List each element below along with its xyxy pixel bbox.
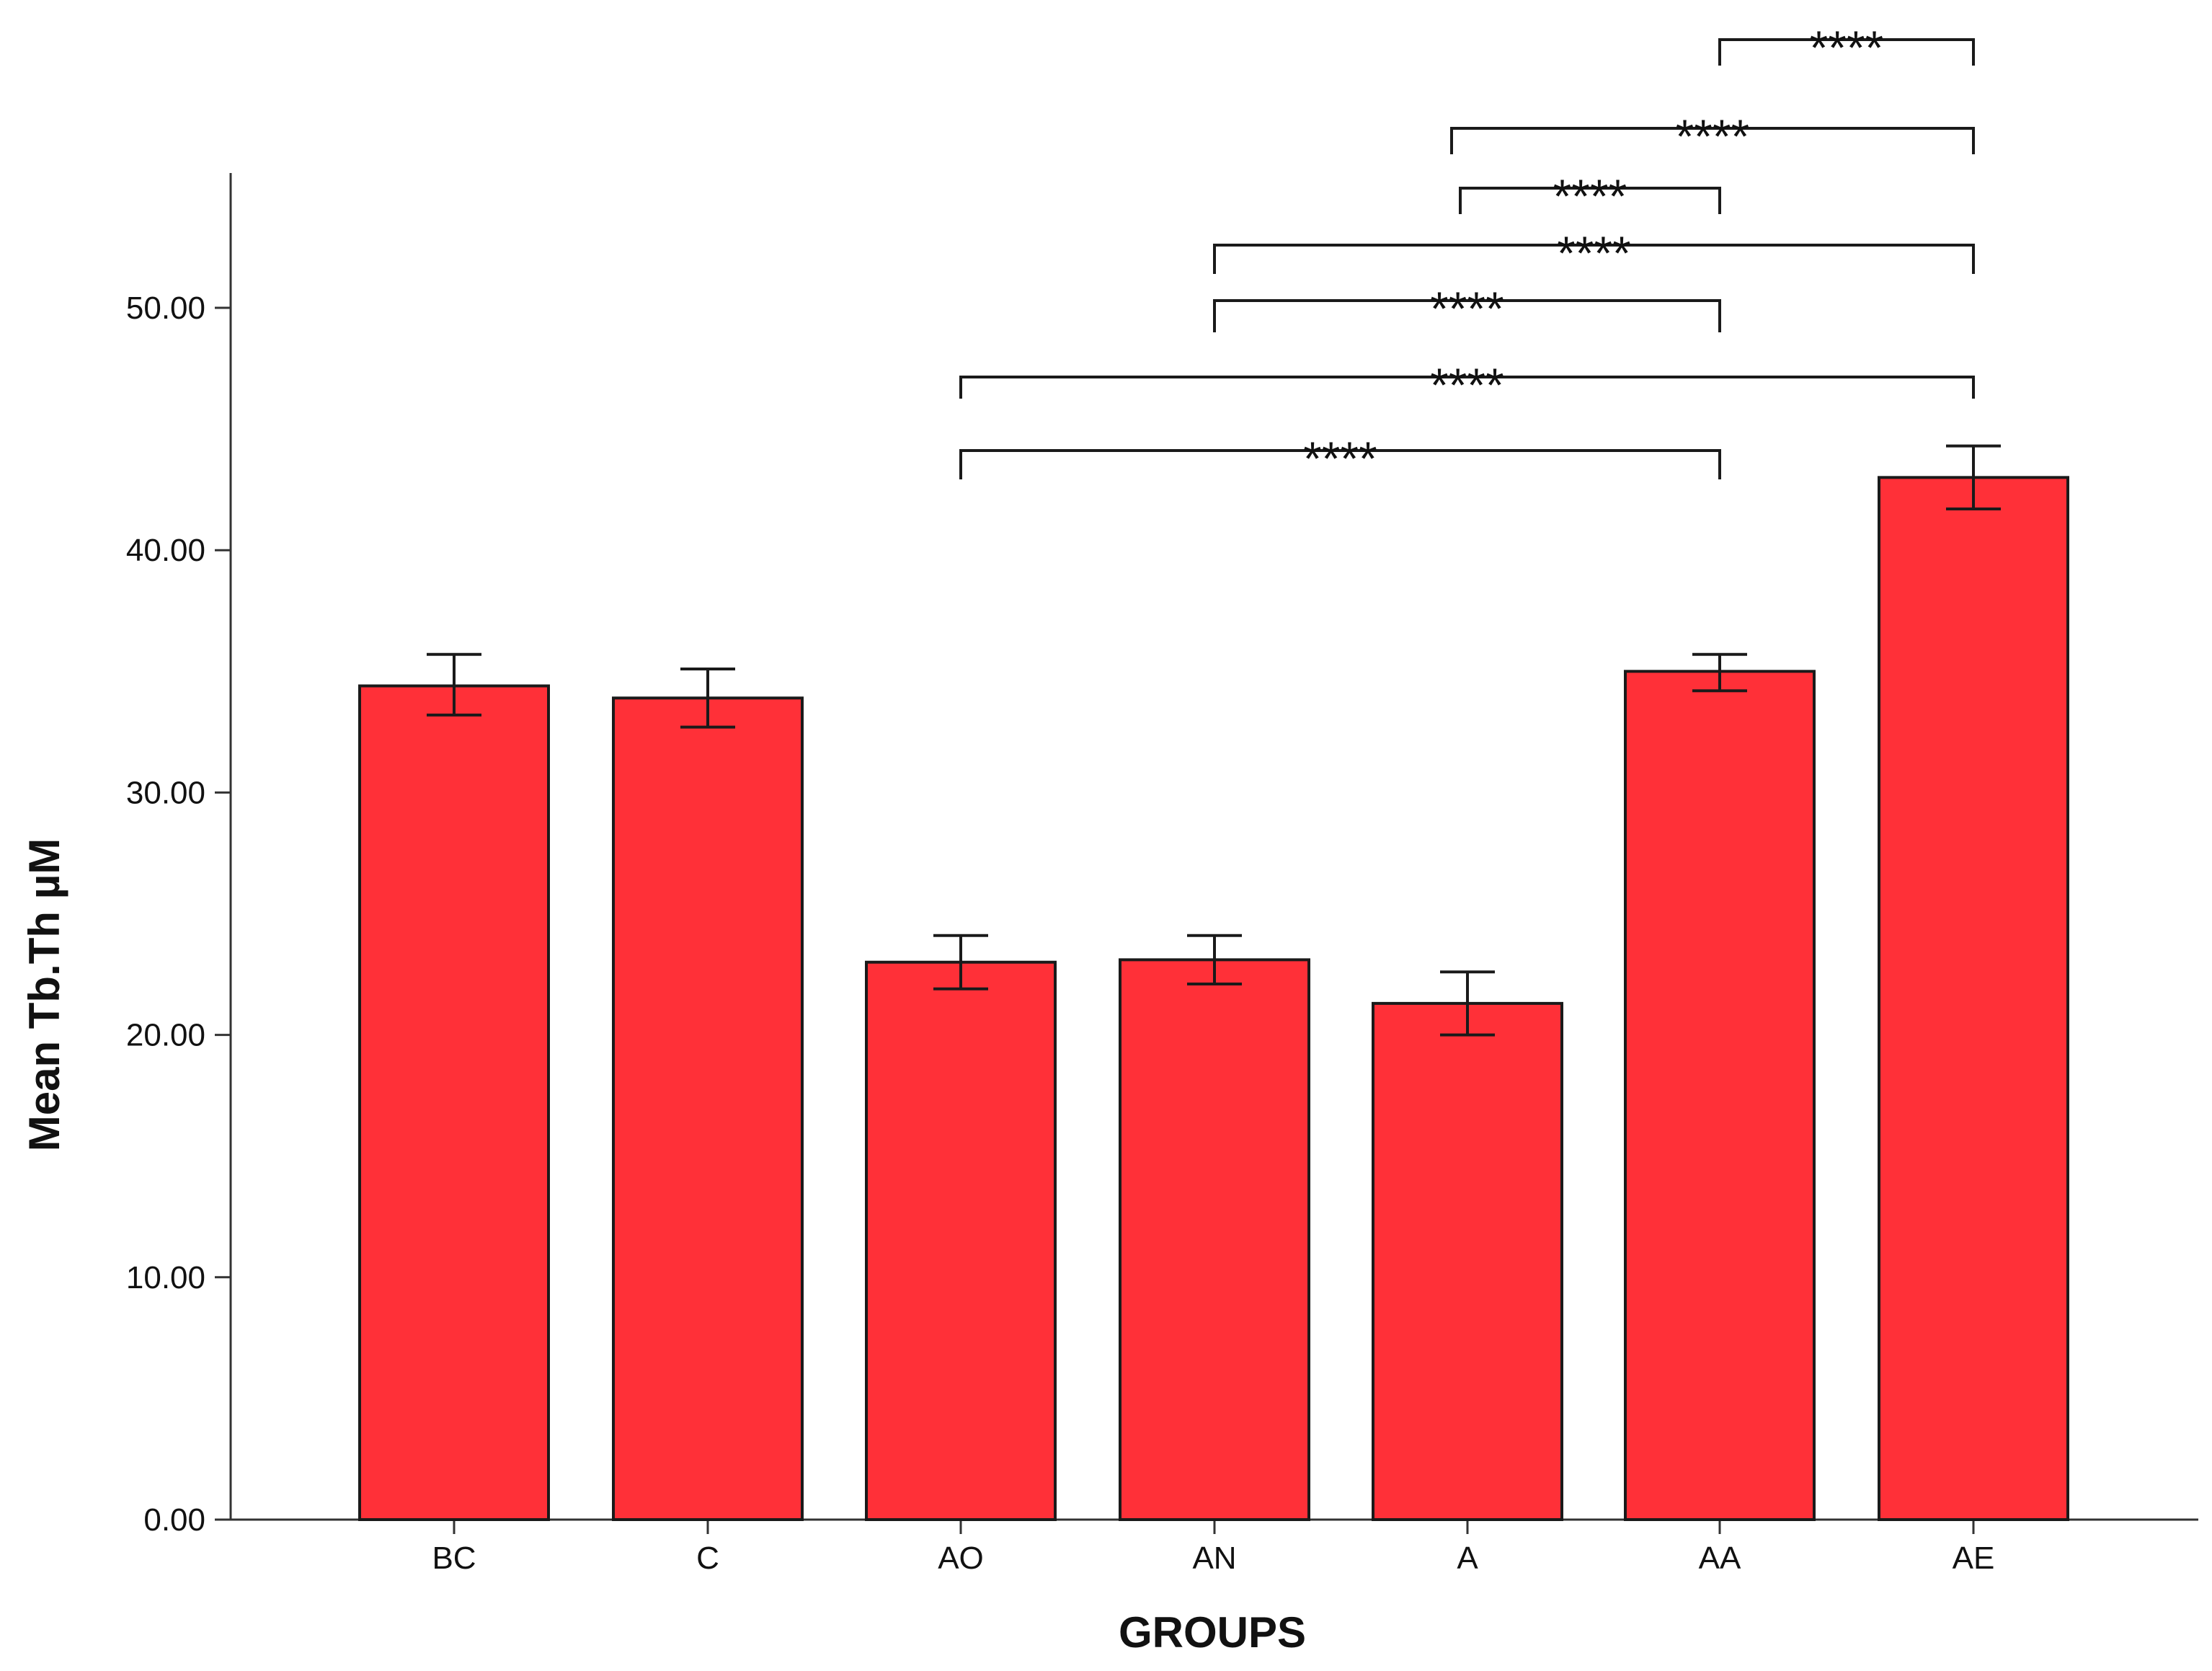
error-bar-bc	[427, 652, 481, 717]
x-tick-label: C	[696, 1541, 719, 1576]
chart-significance-brackets: ****************************	[959, 21, 1975, 485]
y-tick-label: 0.00	[143, 1502, 205, 1538]
bar-aa	[1624, 670, 1816, 1521]
significance-bracket-an-ae: ****	[1213, 226, 1975, 280]
x-axis-title: GROUPS	[1119, 1608, 1306, 1657]
bar-ae	[1878, 476, 2069, 1522]
x-tick-label: BC	[432, 1541, 476, 1576]
significance-bracket-ao-ae: ****	[959, 358, 1975, 412]
bar-bc	[358, 684, 550, 1521]
x-tick-label: AN	[1192, 1541, 1236, 1576]
significance-label: ****	[1557, 226, 1631, 280]
y-axis-title: Mean Tb.Th µM	[20, 838, 68, 1152]
significance-bracket-aa-ae: ****	[1718, 21, 1975, 74]
error-bar-a	[1440, 970, 1495, 1037]
error-bar-an	[1187, 934, 1242, 985]
significance-label: ****	[1676, 110, 1750, 163]
error-bar-ae	[1946, 444, 2001, 511]
chart-error-bars	[427, 444, 2001, 1037]
significance-bracket-a-aa: ****	[1459, 169, 1721, 223]
chart-bars	[358, 476, 2069, 1522]
x-tick-label: A	[1457, 1541, 1478, 1576]
x-tick-label: AE	[1953, 1541, 1995, 1576]
y-tick-label: 40.00	[126, 533, 205, 568]
y-tick-label: 20.00	[126, 1018, 205, 1053]
significance-label: ****	[1303, 432, 1377, 485]
bar-ao	[865, 960, 1057, 1521]
significance-bracket-an-aa: ****	[1213, 282, 1721, 335]
bar-a	[1372, 1001, 1563, 1522]
bar-c	[612, 696, 804, 1521]
significance-label: ****	[1810, 21, 1884, 74]
bar-an	[1119, 958, 1310, 1522]
x-tick-label: AA	[1699, 1541, 1741, 1576]
y-tick-label: 50.00	[126, 291, 205, 326]
x-tick-label: AO	[938, 1541, 984, 1576]
significance-label: ****	[1430, 358, 1504, 412]
y-tick-label: 10.00	[126, 1260, 205, 1295]
significance-bracket-a-ae: ****	[1450, 110, 1975, 163]
error-bar-c	[680, 667, 735, 729]
error-bar-ao	[933, 934, 988, 990]
significance-bracket-ao-aa: ****	[959, 432, 1721, 485]
y-tick-label: 30.00	[126, 775, 205, 810]
significance-label: ****	[1553, 169, 1627, 223]
error-bar-aa	[1692, 652, 1747, 693]
significance-label: ****	[1430, 282, 1504, 335]
